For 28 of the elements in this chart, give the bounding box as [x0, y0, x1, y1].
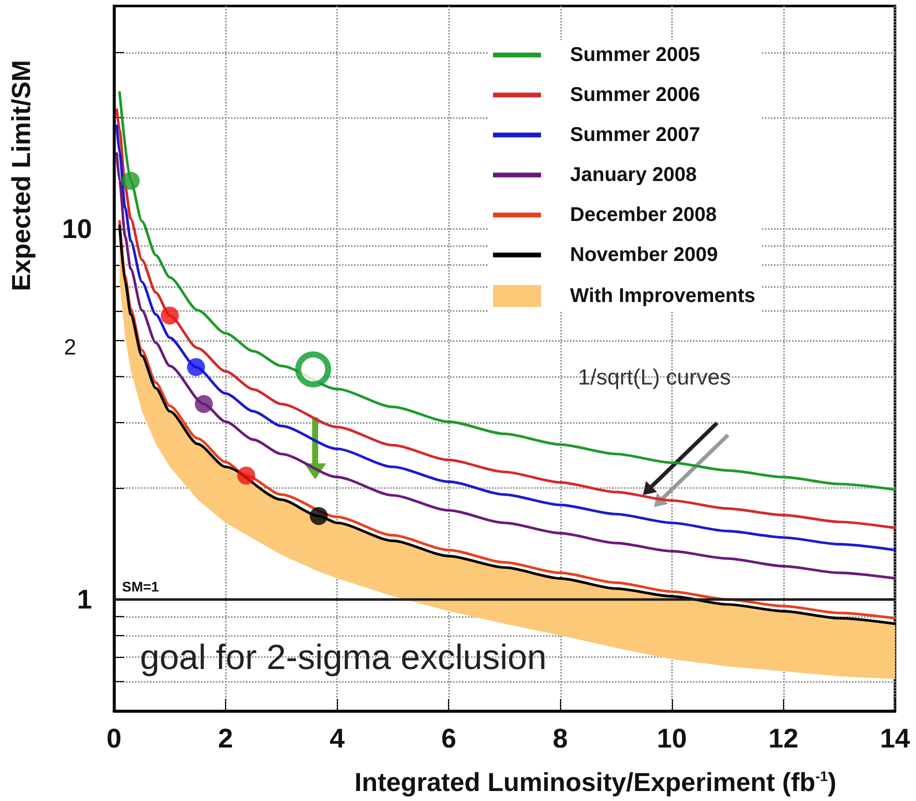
point: [237, 466, 256, 485]
x-tick-label: 2: [218, 724, 234, 754]
legend-label: December 2008: [570, 204, 717, 226]
x-tick-label: 6: [441, 724, 456, 754]
legend-label: November 2009: [570, 244, 718, 266]
text: 2: [64, 334, 76, 360]
y-axis-title: Expected Limit/SM: [6, 60, 36, 292]
x-tick-label: 0: [106, 724, 122, 754]
legend-label: January 2008: [570, 164, 697, 186]
annotation: 1/sqrt(L) curves: [578, 364, 731, 390]
x-tick-label: 10: [656, 724, 687, 754]
point: [194, 395, 213, 414]
legend-label: With Improvements: [570, 285, 756, 307]
x-tick-label: 8: [552, 724, 568, 754]
legend-label: Summer 2006: [570, 84, 700, 106]
y-tick-label: 1: [76, 584, 92, 614]
point: [187, 358, 206, 376]
point: [295, 351, 332, 388]
annotation: goal for 2-sigma exclusion: [140, 638, 547, 677]
x-tick-label: 12: [768, 724, 798, 754]
ref-line-label: SM=1: [122, 578, 160, 594]
x-tick-label: 14: [880, 724, 910, 754]
x-tick-label: 4: [330, 724, 345, 754]
point: [160, 306, 179, 325]
legend-label: Summer 2005: [570, 44, 700, 66]
point: [122, 172, 140, 190]
point: [310, 507, 328, 526]
legend-label: Summer 2007: [570, 124, 700, 146]
